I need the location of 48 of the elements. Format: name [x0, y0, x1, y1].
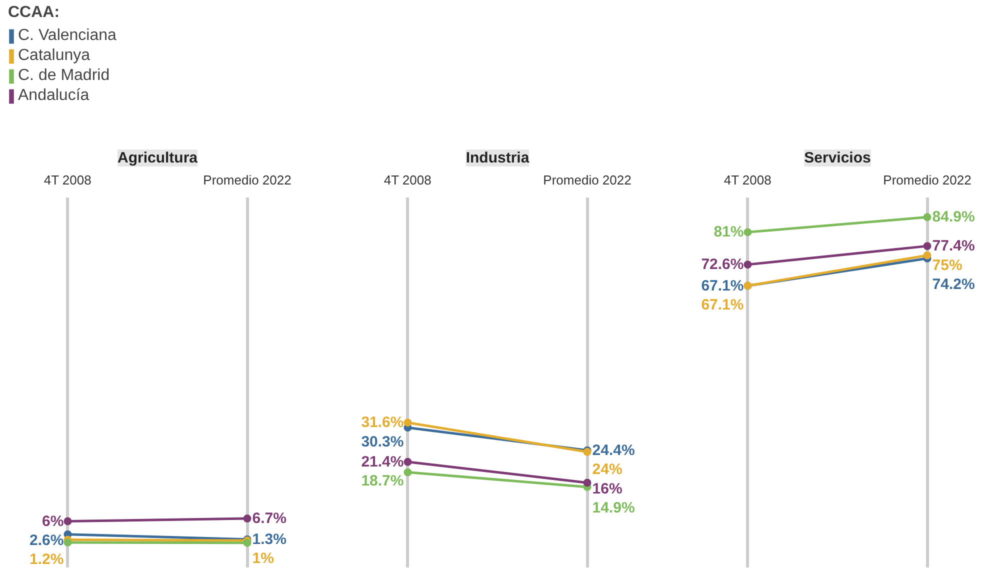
point [64, 538, 72, 546]
chart-title: Servicios [804, 150, 871, 166]
data-label: 72.6% [701, 256, 744, 274]
chart-title: Industria [466, 150, 530, 166]
data-label: 6% [42, 512, 64, 530]
data-label: 30.3% [361, 433, 404, 450]
point [404, 468, 412, 476]
data-label: 67.1% [701, 277, 744, 294]
x-tick-label: Promedio 2022 [883, 172, 972, 188]
data-label: 81% [714, 224, 744, 241]
legend-label: Andalucía [18, 87, 90, 105]
x-tick-label: Promedio 2022 [203, 172, 292, 188]
point [583, 478, 592, 487]
legend-label: Catalunya [18, 47, 90, 65]
legend-label: C. Valenciana [18, 27, 116, 45]
data-label: 1.3% [252, 530, 286, 548]
point [744, 228, 752, 236]
x-tick-label: 4T 2008 [384, 172, 432, 188]
point [243, 514, 252, 523]
data-label: 67.1% [701, 296, 744, 314]
point [404, 418, 412, 427]
data-label: 24% [592, 461, 622, 478]
data-label: 18.7% [361, 472, 404, 490]
data-label: 31.6% [361, 414, 404, 432]
data-label: 6.7% [252, 510, 286, 528]
data-label: 24.4% [592, 442, 635, 459]
point [64, 517, 72, 526]
data-label: 74.2% [932, 276, 975, 294]
x-tick-label: 4T 2008 [44, 172, 92, 188]
x-tick-label: Promedio 2022 [543, 172, 632, 188]
chart-title: Agricultura [117, 150, 198, 166]
data-label: 16% [592, 480, 622, 498]
legend-label: C. de Madrid [18, 67, 110, 85]
data-label: 84.9% [932, 208, 975, 226]
point [404, 458, 412, 466]
legend-title: CCAA: [8, 4, 61, 22]
data-label: 77.4% [932, 238, 975, 255]
x-tick-label: 4T 2008 [724, 172, 772, 188]
point [923, 213, 932, 222]
point [923, 242, 932, 250]
point [744, 260, 752, 269]
data-label: 75% [932, 256, 962, 274]
data-label: 14.9% [592, 500, 635, 517]
data-label: 1.2% [30, 551, 64, 568]
data-label: 1% [252, 550, 274, 568]
point [923, 251, 932, 260]
data-label: 2.6% [30, 532, 64, 549]
data-label: 21.4% [361, 453, 404, 470]
